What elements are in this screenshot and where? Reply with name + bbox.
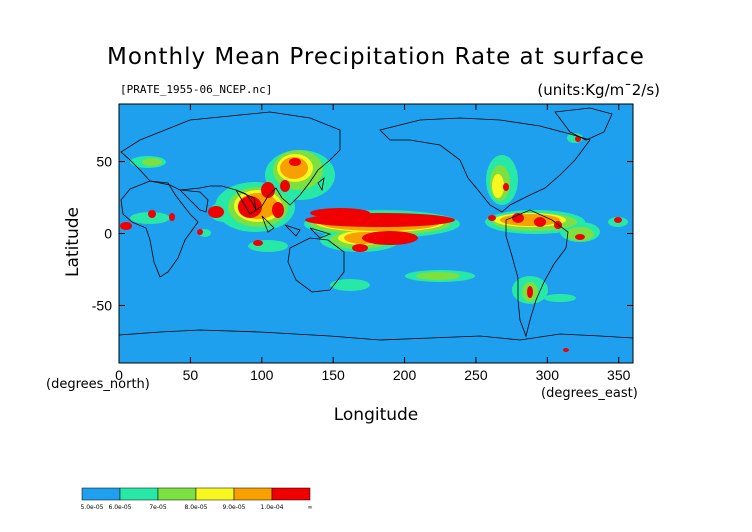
y-ticks [119,161,633,306]
x-tick-label: 50 [183,367,199,383]
colorbar-label: 6.0e-05 [108,504,131,511]
y-tick-label: 0 [104,226,112,242]
map-title: Monthly Mean Precipitation Rate at surfa… [107,44,645,70]
colorbar-label: 9.0e-05 [222,504,245,511]
coastlines [119,107,633,341]
colorbar-swatch [81,487,121,501]
y-tick-label: 50 [96,154,112,170]
y-tick-label: -50 [92,297,112,313]
precipitation-field [120,133,628,352]
colorbar-label: ∞ [308,504,313,511]
x-tick-label: 300 [536,367,560,383]
colorbar-swatch [271,487,311,501]
colorbar-swatch [157,487,197,501]
precip-band-red [120,136,622,352]
colorbar-label: 8.0e-05 [184,504,207,511]
units-label: (units:Kg/m¯2/s) [537,81,660,99]
x-tick-label: 200 [393,367,417,383]
x-tick-label: 0 [115,367,123,383]
y-tick-labels: 50 0 -50 [92,154,112,314]
x-tick-label: 250 [464,367,488,383]
file-name-label: [PRATE_1955-06_NCEP.nc] [120,83,273,96]
x-axis-label: Longitude [333,405,419,425]
colorbar-label: 7e-05 [149,504,166,511]
y-unit-note: (degrees_north) [46,377,150,392]
x-tick-labels: 0 50 100 150 200 250 300 350 [115,367,631,383]
x-tick-label: 100 [250,367,274,383]
colorbar-label: 5.0e-05 [80,504,103,511]
x-tick-label: 150 [321,367,345,383]
colorbar-swatch [195,487,235,501]
x-ticks [118,104,620,363]
x-tick-label: 350 [607,367,631,383]
colorbar-swatch [119,487,159,501]
x-unit-note: (degrees_east) [541,386,638,401]
colorbar-label: 1.0e-04 [260,504,283,511]
colorbar-swatch [233,487,273,501]
colorbar [81,487,311,501]
colorbar-labels: 5.0e-05 6.0e-05 7e-05 8.0e-05 9.0e-05 1.0e-04… [80,504,312,511]
